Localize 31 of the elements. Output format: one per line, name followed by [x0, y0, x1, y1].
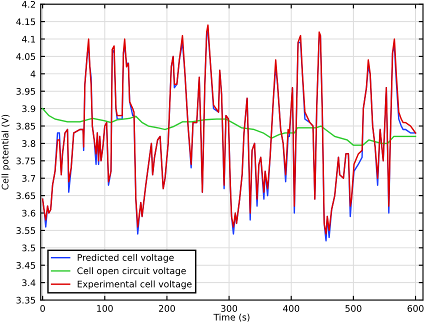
y-tick-label: 3.75 [16, 158, 36, 164]
y-tick-label: 4.2 [22, 0, 35, 8]
legend-label: Cell open circuit voltage [77, 267, 186, 276]
legend-label: Experimental cell voltage [78, 280, 192, 290]
y-tick-label: 3.35 [16, 296, 36, 304]
y-tick-label: 4.15 [16, 18, 36, 26]
y-tick-label: 3.45 [16, 262, 36, 269]
x-tick-label: 200 [158, 305, 175, 312]
y-tick-label: 4 [30, 70, 36, 78]
y-tick-label: 3.5 [22, 244, 36, 252]
x-tick-label: 100 [97, 305, 113, 312]
y-tick-label: 3.7 [22, 174, 36, 182]
y-tick-label: 3.55 [16, 227, 36, 234]
y-tick-label: 3.4 [22, 279, 36, 286]
y-tick-label: 3.6 [22, 210, 36, 217]
y-tick-label: 4.05 [16, 53, 36, 60]
x-tick-label: 0 [40, 305, 45, 312]
x-tick-label: 300 [221, 305, 238, 312]
y-tick-label: 3.9 [22, 105, 36, 112]
x-tick-label: 500 [345, 305, 362, 312]
y-tick-label: 3.65 [16, 192, 36, 200]
y-axis-title: Cell potential (V) [2, 114, 10, 190]
y-tick-label: 4.1 [22, 36, 36, 42]
x-tick-label: 600 [408, 305, 424, 312]
legend-label: Predicted cell voltage [78, 254, 174, 263]
y-tick-label: 3.85 [16, 122, 36, 130]
x-axis-title: Time (s) [213, 314, 250, 322]
y-tick-label: 3.8 [22, 140, 36, 147]
y-tick-label: 3.95 [16, 88, 36, 95]
line-series [42, 108, 416, 146]
x-tick-label: 400 [283, 305, 300, 312]
